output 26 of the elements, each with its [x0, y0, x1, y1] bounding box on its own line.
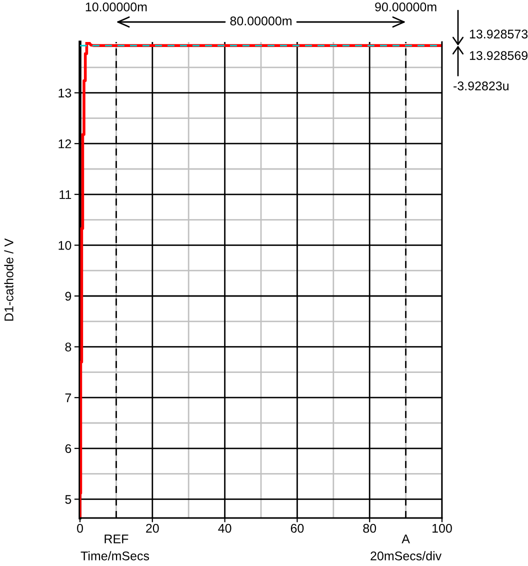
- x-tick-label: 80: [363, 524, 376, 533]
- y-tick-label: 10: [58, 241, 72, 250]
- x-tick-label: 100: [432, 524, 452, 533]
- y-tick-label: 8: [65, 342, 72, 352]
- ref-line-label: REF: [104, 534, 128, 544]
- y-tick-label: 11: [60, 190, 72, 199]
- x-tick-label: 40: [218, 524, 232, 533]
- x-tick-label: 20: [146, 524, 159, 533]
- text: -3.92823u: [454, 82, 508, 90]
- y-tick-label: 5: [65, 495, 72, 504]
- y-axis-title: D1-cathode / V: [4, 238, 14, 321]
- y-tick-label: 7: [65, 394, 72, 402]
- y-tick-label: 9: [65, 292, 72, 301]
- text: 10.00000m: [86, 2, 147, 12]
- x-axis-title: Time/mSecs: [80, 551, 150, 560]
- text: 90.00000m: [375, 2, 436, 12]
- y-tick-label: 6: [65, 444, 72, 454]
- x-tick-label: 0: [77, 524, 83, 533]
- text: 13.928569: [470, 51, 528, 60]
- y-tick-label: 12: [58, 139, 72, 148]
- ref-line-label: A: [402, 534, 410, 544]
- y-tick-label: 13: [58, 88, 72, 98]
- x-tick-label: 60: [290, 524, 304, 533]
- text: 80.00000m: [230, 16, 292, 26]
- text: 13.928573: [470, 30, 528, 38]
- text: 20mSecs/div: [370, 551, 442, 560]
